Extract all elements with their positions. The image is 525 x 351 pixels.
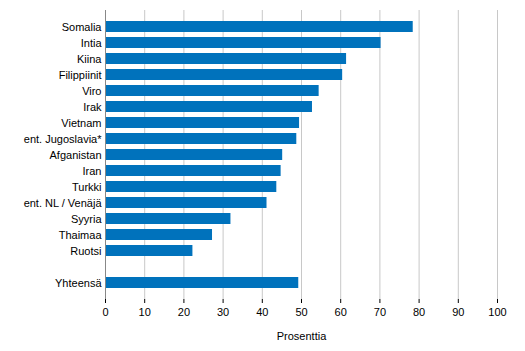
svg-text:ent. Jugoslavia*: ent. Jugoslavia* [24, 133, 102, 145]
svg-text:Vietnam: Vietnam [61, 117, 101, 129]
svg-text:Filippiinit: Filippiinit [59, 69, 102, 81]
svg-text:Somalia: Somalia [62, 21, 103, 33]
svg-text:Viro: Viro [82, 85, 101, 97]
svg-text:Irak: Irak [83, 101, 102, 113]
svg-text:60: 60 [335, 306, 347, 318]
svg-text:Prosenttia: Prosenttia [277, 330, 327, 342]
svg-text:0: 0 [102, 306, 108, 318]
svg-text:Yhteensä: Yhteensä [55, 277, 102, 289]
svg-text:100: 100 [488, 306, 506, 318]
svg-text:40: 40 [256, 306, 268, 318]
svg-text:Iran: Iran [83, 165, 102, 177]
svg-text:Kiina: Kiina [77, 53, 102, 65]
svg-text:Syyria: Syyria [71, 213, 102, 225]
svg-text:10: 10 [139, 306, 151, 318]
svg-text:ent. NL / Venäjä: ent. NL / Venäjä [24, 197, 103, 209]
svg-text:Afganistan: Afganistan [50, 149, 102, 161]
svg-text:Thaimaa: Thaimaa [59, 229, 103, 241]
svg-text:50: 50 [295, 306, 307, 318]
svg-text:70: 70 [374, 306, 386, 318]
svg-text:90: 90 [452, 306, 464, 318]
svg-text:Turkki: Turkki [72, 181, 102, 193]
svg-text:Intia: Intia [81, 37, 103, 49]
svg-text:80: 80 [413, 306, 425, 318]
svg-text:20: 20 [178, 306, 190, 318]
svg-text:Ruotsi: Ruotsi [70, 245, 101, 257]
svg-text:30: 30 [217, 306, 229, 318]
